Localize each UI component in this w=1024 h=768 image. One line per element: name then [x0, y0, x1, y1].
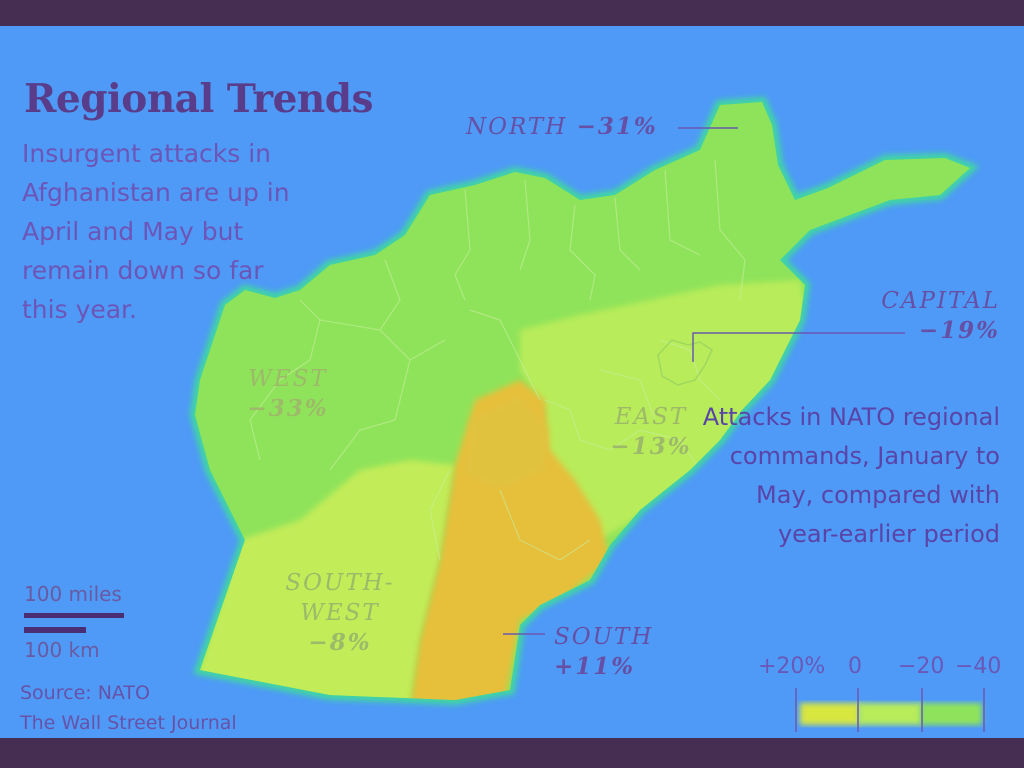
legend-description: Attacks in NATO regional commands, Janua… — [702, 403, 1000, 548]
map-frame: Regional Trends Insurgent attacks in Afg… — [0, 26, 1024, 738]
region-label-north: NORTH −31% — [466, 113, 658, 140]
leader-lines — [503, 127, 905, 635]
afghanistan-map — [24, 96, 986, 732]
region-label-southwest: SOUTH- WEST −8% — [285, 570, 395, 656]
scale-bar — [24, 613, 124, 633]
region-south — [410, 380, 610, 700]
region-label-south: SOUTH +11% — [554, 624, 654, 680]
province-borders — [249, 159, 746, 561]
source-label: Source: NATO — [20, 682, 150, 704]
legend-tick-minus20: −20 — [898, 654, 945, 679]
region-label-west: WEST −33% — [247, 366, 329, 422]
region-label-east: EAST −13% — [610, 404, 692, 460]
legend-tick-0: 0 — [848, 654, 862, 679]
scale-miles-label: 100 miles — [24, 582, 122, 606]
scale-km-label: 100 km — [24, 638, 100, 662]
legend-color-bar — [795, 688, 986, 732]
legend-tick-plus20: +20% — [758, 654, 826, 679]
page-title: Regional Trends — [24, 76, 373, 122]
region-label-capital: CAPITAL −19% — [881, 288, 1000, 344]
capital-outline — [657, 339, 713, 386]
region-southwest — [195, 460, 455, 700]
subtitle: Insurgent attacks in Afghanistan are up … — [22, 139, 290, 324]
region-east — [520, 280, 810, 540]
legend-tick-minus40: −40 — [955, 654, 1002, 679]
publisher-label: The Wall Street Journal — [20, 712, 237, 734]
